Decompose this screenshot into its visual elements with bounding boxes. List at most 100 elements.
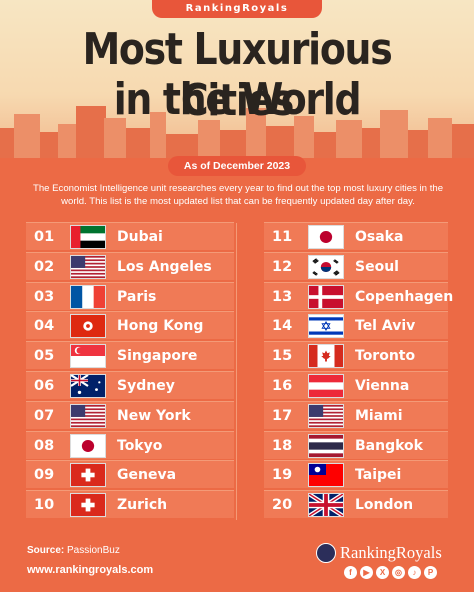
list-item: 18 Bangkok xyxy=(264,430,448,459)
list-item: 10 Zurich xyxy=(26,490,234,519)
list-item: 17 Miami xyxy=(264,400,448,429)
list-item: 11 Osaka xyxy=(264,222,448,250)
brand-label: RankingRoyals xyxy=(152,0,322,18)
city-name: Los Angeles xyxy=(117,258,212,275)
rank-number: 04 xyxy=(34,318,55,335)
rank-number: 13 xyxy=(272,288,293,305)
list-item: 20 London xyxy=(264,490,448,519)
japan-flag-icon xyxy=(308,225,344,249)
facebook-icon[interactable]: f xyxy=(344,566,357,579)
city-name: Seoul xyxy=(355,258,399,275)
uk-flag-icon xyxy=(308,493,344,518)
page-title-line-2: in the World xyxy=(113,74,362,125)
rank-number: 19 xyxy=(272,467,293,484)
rank-number: 12 xyxy=(272,258,293,275)
usa-flag-icon xyxy=(70,403,106,428)
city-name: Tel Aviv xyxy=(355,318,416,335)
taiwan-flag-icon xyxy=(308,463,344,488)
tiktok-icon[interactable]: ♪ xyxy=(408,566,421,579)
rank-number: 18 xyxy=(272,437,293,454)
city-name: Vienna xyxy=(355,378,410,394)
header: RankingRoyals Most Luxurious Cities in t… xyxy=(0,0,474,158)
rank-number: 17 xyxy=(272,407,293,424)
list-item: 02 Los Angeles xyxy=(26,251,234,280)
south-korea-flag-icon xyxy=(308,254,344,279)
city-name: Hong Kong xyxy=(117,318,204,335)
list-item: 16 Vienna xyxy=(264,371,448,399)
usa-flag-icon xyxy=(70,254,106,279)
rank-number: 16 xyxy=(272,378,293,394)
city-name: Geneva xyxy=(117,467,177,484)
city-name: Toronto xyxy=(355,348,416,365)
city-name: Taipei xyxy=(355,467,402,484)
footer-brand: RankingRoyals xyxy=(316,542,456,564)
australia-flag-icon xyxy=(70,374,106,398)
list-item: 03 Paris xyxy=(26,281,234,310)
date-badge: As of December 2023 xyxy=(168,156,306,176)
list-item: 01 Dubai xyxy=(26,222,234,250)
website-url[interactable]: www.rankingroyals.com xyxy=(27,564,154,576)
list-item: 08 Tokyo xyxy=(26,430,234,459)
list-item: 13 Copenhagen xyxy=(264,281,453,310)
footer-brand-text: RankingRoyals xyxy=(340,543,442,562)
list-item: 06 Sydney xyxy=(26,371,234,399)
city-name: Copenhagen xyxy=(355,288,454,305)
city-name: Tokyo xyxy=(117,437,163,454)
city-name: Miami xyxy=(355,407,403,424)
list-item: 12 Seoul xyxy=(264,251,448,280)
source-value: PassionBuz xyxy=(67,545,120,556)
rank-number: 11 xyxy=(272,229,293,245)
source-label: Source: xyxy=(27,545,65,556)
city-name: Dubai xyxy=(117,229,163,245)
switzerland-flag-icon xyxy=(70,463,106,488)
city-name: Zurich xyxy=(117,497,168,514)
list-item: 05 Singapore xyxy=(26,341,234,370)
city-name: London xyxy=(355,497,414,514)
youtube-icon[interactable]: ▶ xyxy=(360,566,373,579)
x-icon[interactable]: X xyxy=(376,566,389,579)
rank-number: 09 xyxy=(34,467,55,484)
rank-number: 03 xyxy=(34,288,55,305)
source-line: Source: PassionBuz xyxy=(27,545,120,556)
list-item: 04 Hong Kong xyxy=(26,311,234,340)
skyline-decoration xyxy=(0,98,474,158)
city-name: Paris xyxy=(117,288,157,305)
rank-number: 05 xyxy=(34,348,55,365)
rank-number: 20 xyxy=(272,497,293,514)
list-item: 09 Geneva xyxy=(26,460,234,489)
austria-flag-icon xyxy=(308,374,344,398)
hong-kong-flag-icon xyxy=(70,314,106,339)
canada-flag-icon xyxy=(308,344,344,369)
city-name: Sydney xyxy=(117,378,175,394)
list-item: 15 Toronto xyxy=(264,341,448,370)
intro-text: The Economist Intelligence unit research… xyxy=(32,183,444,207)
uae-flag-icon xyxy=(70,225,106,249)
pinterest-icon[interactable]: P xyxy=(424,566,437,579)
rank-number: 08 xyxy=(34,437,55,454)
list-item: 07 New York xyxy=(26,400,234,429)
page-title-line-1: Most Luxurious Cities xyxy=(82,24,393,126)
japan-flag-icon xyxy=(70,433,106,458)
city-name: Singapore xyxy=(117,348,198,365)
city-name: Osaka xyxy=(355,229,404,245)
list-item: 14 Tel Aviv xyxy=(264,311,448,340)
switzerland-flag-icon xyxy=(70,493,106,518)
city-name: New York xyxy=(117,407,191,424)
singapore-flag-icon xyxy=(70,344,106,369)
israel-flag-icon xyxy=(308,314,344,339)
denmark-flag-icon xyxy=(308,284,344,309)
france-flag-icon xyxy=(70,284,106,309)
rank-number: 10 xyxy=(34,497,55,514)
list-item: 19 Taipei xyxy=(264,460,448,489)
rank-number: 02 xyxy=(34,258,55,275)
thailand-flag-icon xyxy=(308,433,344,458)
rank-number: 07 xyxy=(34,407,55,424)
rank-number: 14 xyxy=(272,318,293,335)
instagram-icon[interactable]: ◎ xyxy=(392,566,405,579)
rank-number: 01 xyxy=(34,229,55,245)
city-name: Bangkok xyxy=(355,437,423,454)
rank-number: 06 xyxy=(34,378,55,394)
brand-logo-icon xyxy=(316,543,336,563)
rank-number: 15 xyxy=(272,348,293,365)
column-divider xyxy=(236,223,237,520)
